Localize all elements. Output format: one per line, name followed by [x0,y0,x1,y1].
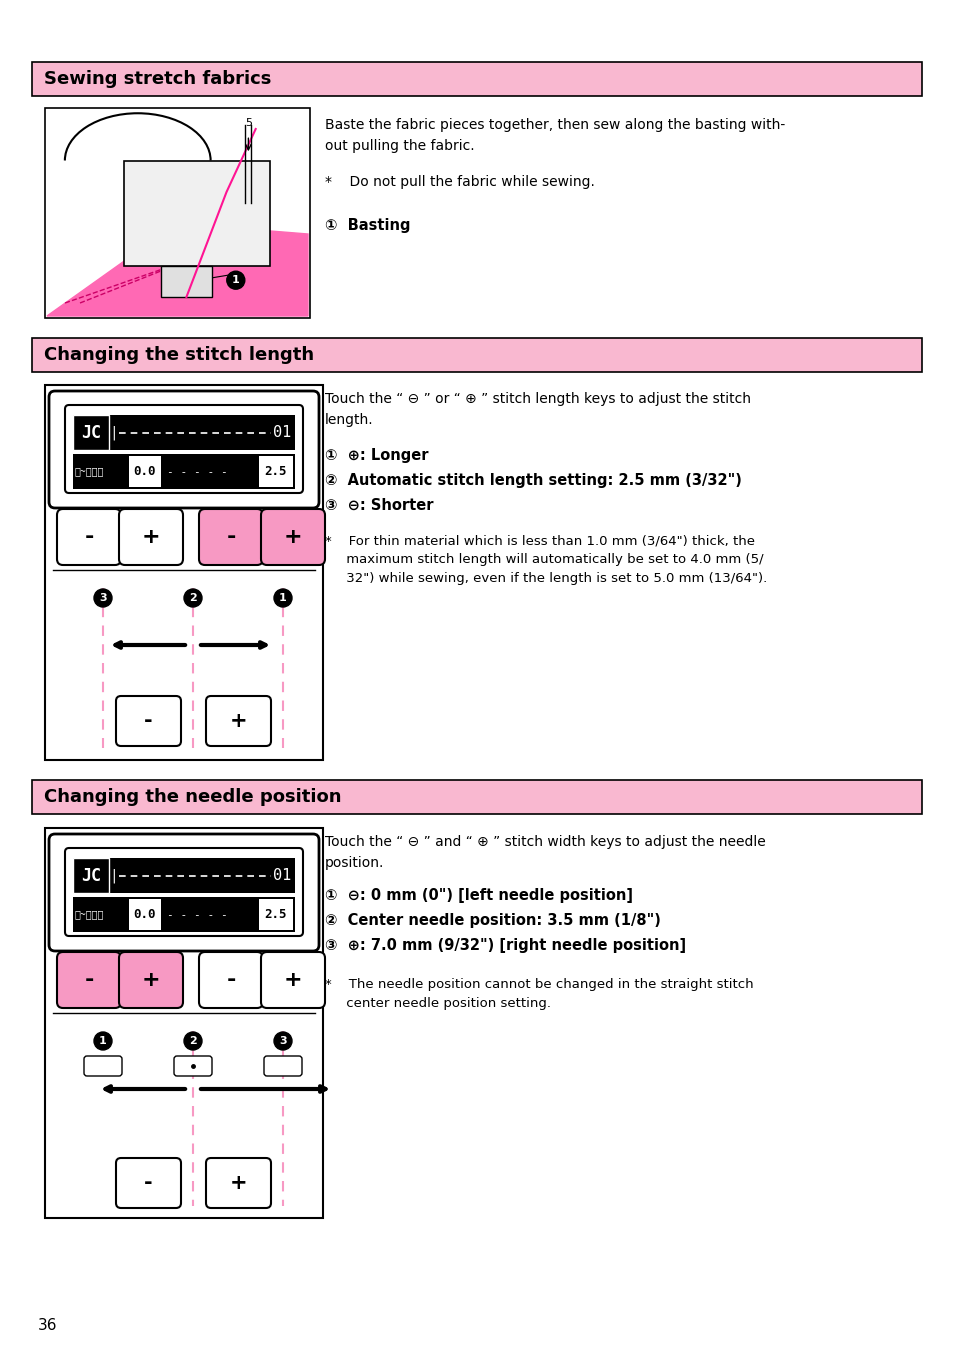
FancyBboxPatch shape [57,952,121,1008]
FancyBboxPatch shape [119,952,183,1008]
FancyBboxPatch shape [116,696,181,745]
Text: ①  ⊕: Longer: ① ⊕: Longer [325,448,428,462]
Bar [258,456,293,487]
Text: 2: 2 [189,1037,196,1046]
Text: 3: 3 [279,1037,287,1046]
Bar [45,828,323,1219]
Circle shape [274,1033,292,1050]
Text: 0.0: 0.0 [133,465,156,479]
Bar [161,266,212,297]
FancyBboxPatch shape [49,834,318,950]
Text: 1: 1 [232,275,239,286]
Text: +: + [142,527,160,547]
Circle shape [227,271,245,290]
Bar [129,899,161,930]
Text: 1: 1 [279,593,287,603]
FancyBboxPatch shape [57,510,121,565]
Text: ③  ⊕: 7.0 mm (9/32") [right needle position]: ③ ⊕: 7.0 mm (9/32") [right needle positi… [325,938,685,953]
Text: -: - [226,971,235,989]
Text: Touch the “ ⊖ ” or “ ⊕ ” stitch length keys to adjust the stitch
length.: Touch the “ ⊖ ” or “ ⊕ ” stitch length k… [325,392,750,426]
FancyBboxPatch shape [119,510,183,565]
Text: - - - - -: - - - - - [167,466,228,477]
FancyBboxPatch shape [264,1055,302,1076]
Circle shape [274,589,292,607]
FancyBboxPatch shape [49,391,318,508]
FancyBboxPatch shape [173,1055,212,1076]
FancyBboxPatch shape [116,1158,181,1208]
Bar [32,62,921,96]
FancyBboxPatch shape [199,952,263,1008]
Text: Touch the “ ⊖ ” and “ ⊕ ” stitch width keys to adjust the needle
position.: Touch the “ ⊖ ” and “ ⊕ ” stitch width k… [325,834,765,869]
Text: +: + [230,1173,247,1193]
Polygon shape [47,224,308,315]
Text: 2.5: 2.5 [265,909,287,921]
Text: |: | [111,868,115,883]
Text: 2: 2 [189,593,196,603]
Text: 3: 3 [99,593,107,603]
Text: Baste the fabric pieces together, then sew along the basting with-
out pulling t: Baste the fabric pieces together, then s… [325,119,784,152]
Text: Changing the stitch length: Changing the stitch length [44,346,314,364]
Text: *    For thin material which is less than 1.0 mm (3/64") thick, the
     maximum: * For thin material which is less than 1… [325,535,766,585]
Text: - - - - -: - - - - - [167,910,228,919]
Text: ①  Basting: ① Basting [325,218,410,233]
Bar [32,780,921,814]
Circle shape [184,1033,202,1050]
Text: 5: 5 [245,119,252,128]
Bar [73,454,294,489]
Text: -: - [84,971,93,989]
Circle shape [94,1033,112,1050]
FancyBboxPatch shape [206,696,271,745]
Bar [32,338,921,372]
Text: 1: 1 [99,1037,107,1046]
Text: 2.5: 2.5 [265,465,287,479]
Text: 0.0: 0.0 [133,909,156,921]
Text: ᒐ~∿∿∿: ᒐ~∿∿∿ [75,910,104,919]
Text: 01: 01 [273,425,291,439]
Bar [258,899,293,930]
Text: ②  Center needle position: 3.5 mm (1/8"): ② Center needle position: 3.5 mm (1/8") [325,913,660,927]
FancyBboxPatch shape [84,1055,122,1076]
Text: ②  Automatic stitch length setting: 2.5 mm (3/32"): ② Automatic stitch length setting: 2.5 m… [325,473,741,488]
Bar [73,857,109,894]
Text: Changing the needle position: Changing the needle position [44,789,341,806]
Text: |: | [111,426,115,439]
Text: JC: JC [81,867,101,884]
Text: -: - [144,1173,152,1193]
Text: ①  ⊖: 0 mm (0") [left needle position]: ① ⊖: 0 mm (0") [left needle position] [325,888,633,903]
Circle shape [184,589,202,607]
Bar [125,160,270,266]
Bar [45,386,323,760]
FancyBboxPatch shape [199,510,263,565]
Text: +: + [283,527,302,547]
Text: JC: JC [81,423,101,442]
Text: +: + [283,971,302,989]
FancyBboxPatch shape [65,404,303,493]
Text: -: - [144,710,152,731]
Bar [129,456,161,487]
Text: -: - [226,527,235,547]
FancyBboxPatch shape [261,952,325,1008]
Bar [73,415,109,450]
Circle shape [94,589,112,607]
Bar [73,857,294,894]
Text: *    Do not pull the fabric while sewing.: * Do not pull the fabric while sewing. [325,175,595,189]
Text: ③  ⊖: Shorter: ③ ⊖: Shorter [325,497,433,514]
Text: ᒐ~∿∿∿: ᒐ~∿∿∿ [75,466,104,477]
Bar [73,415,294,450]
FancyBboxPatch shape [261,510,325,565]
Bar [45,108,310,318]
Text: +: + [142,971,160,989]
Text: -: - [84,527,93,547]
Text: Sewing stretch fabrics: Sewing stretch fabrics [44,70,271,88]
FancyBboxPatch shape [206,1158,271,1208]
Bar [73,898,294,931]
FancyBboxPatch shape [65,848,303,936]
Text: *    The needle position cannot be changed in the straight stitch
     center ne: * The needle position cannot be changed … [325,979,753,1010]
Text: 01: 01 [273,868,291,883]
Text: 36: 36 [38,1318,57,1333]
Text: +: + [230,710,247,731]
